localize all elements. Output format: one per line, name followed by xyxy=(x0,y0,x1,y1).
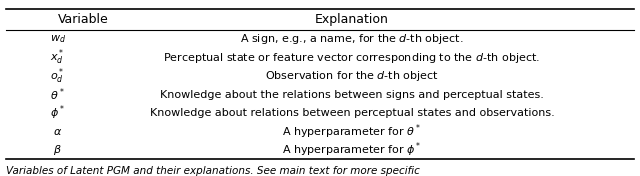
Text: Variable: Variable xyxy=(58,13,108,26)
Text: Knowledge about the relations between signs and perceptual states.: Knowledge about the relations between si… xyxy=(160,90,544,100)
Text: $o_d^*$: $o_d^*$ xyxy=(51,66,65,86)
Text: $w_d$: $w_d$ xyxy=(49,33,66,45)
Text: $x_d^*$: $x_d^*$ xyxy=(51,48,65,67)
Text: Knowledge about relations between perceptual states and observations.: Knowledge about relations between percep… xyxy=(150,108,554,118)
Text: A hyperparameter for $\theta^*$: A hyperparameter for $\theta^*$ xyxy=(282,122,422,141)
Text: A sign, e.g., a name, for the $d$-th object.: A sign, e.g., a name, for the $d$-th obj… xyxy=(240,32,464,46)
Text: Observation for the $d$-th object: Observation for the $d$-th object xyxy=(265,69,439,83)
Text: $\theta^*$: $\theta^*$ xyxy=(51,86,65,103)
Text: Explanation: Explanation xyxy=(315,13,389,26)
Text: A hyperparameter for $\phi^*$: A hyperparameter for $\phi^*$ xyxy=(282,141,422,159)
Text: $\alpha$: $\alpha$ xyxy=(53,127,62,137)
Text: Variables of Latent PGM and their explanations. See main text for more specific: Variables of Latent PGM and their explan… xyxy=(6,166,420,176)
Text: Perceptual state or feature vector corresponding to the $d$-th object.: Perceptual state or feature vector corre… xyxy=(163,51,541,65)
Text: $\beta$: $\beta$ xyxy=(53,143,62,157)
Text: $\phi^*$: $\phi^*$ xyxy=(50,104,65,122)
